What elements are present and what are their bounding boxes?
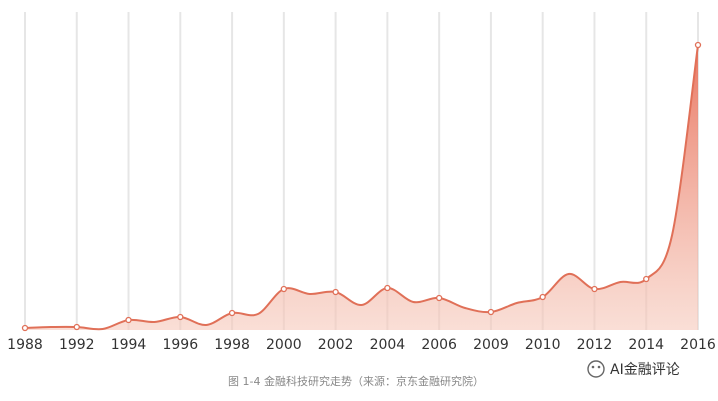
point bbox=[694, 41, 702, 49]
point bbox=[177, 313, 184, 321]
point bbox=[591, 285, 598, 293]
x-tick-label: 2016 bbox=[680, 337, 716, 353]
x-tick-label: 2004 bbox=[370, 337, 406, 353]
point bbox=[125, 316, 132, 324]
x-tick-label: 2010 bbox=[525, 337, 561, 353]
x-tick-label: 2009 bbox=[473, 337, 509, 353]
x-tick-label: 2012 bbox=[577, 337, 613, 353]
point bbox=[73, 323, 80, 331]
x-tick-label: 1998 bbox=[214, 337, 250, 353]
x-tick-label: 1992 bbox=[59, 337, 95, 353]
point bbox=[280, 285, 287, 293]
x-tick-label: 2014 bbox=[628, 337, 664, 353]
point bbox=[436, 294, 443, 302]
area bbox=[25, 45, 698, 330]
caption: 图 1-4 金融科技研究走势（来源：京东金融研究院） bbox=[228, 374, 484, 388]
point bbox=[487, 308, 495, 316]
watermark-icon bbox=[587, 360, 605, 378]
x-tick-label: 1996 bbox=[162, 337, 198, 353]
x-tick-label: 2006 bbox=[421, 337, 457, 353]
x-tick-label: 2002 bbox=[318, 337, 354, 353]
point bbox=[21, 324, 29, 332]
watermark: AI金融评论 bbox=[610, 362, 680, 378]
point bbox=[384, 284, 391, 292]
point bbox=[228, 309, 236, 317]
line bbox=[24, 44, 699, 331]
x-tick-label: 1988 bbox=[7, 337, 43, 353]
point bbox=[539, 293, 546, 301]
x-tick-label: 1994 bbox=[111, 337, 147, 353]
point bbox=[332, 288, 339, 296]
x-tick-label: 2000 bbox=[266, 337, 302, 353]
point bbox=[643, 275, 650, 283]
